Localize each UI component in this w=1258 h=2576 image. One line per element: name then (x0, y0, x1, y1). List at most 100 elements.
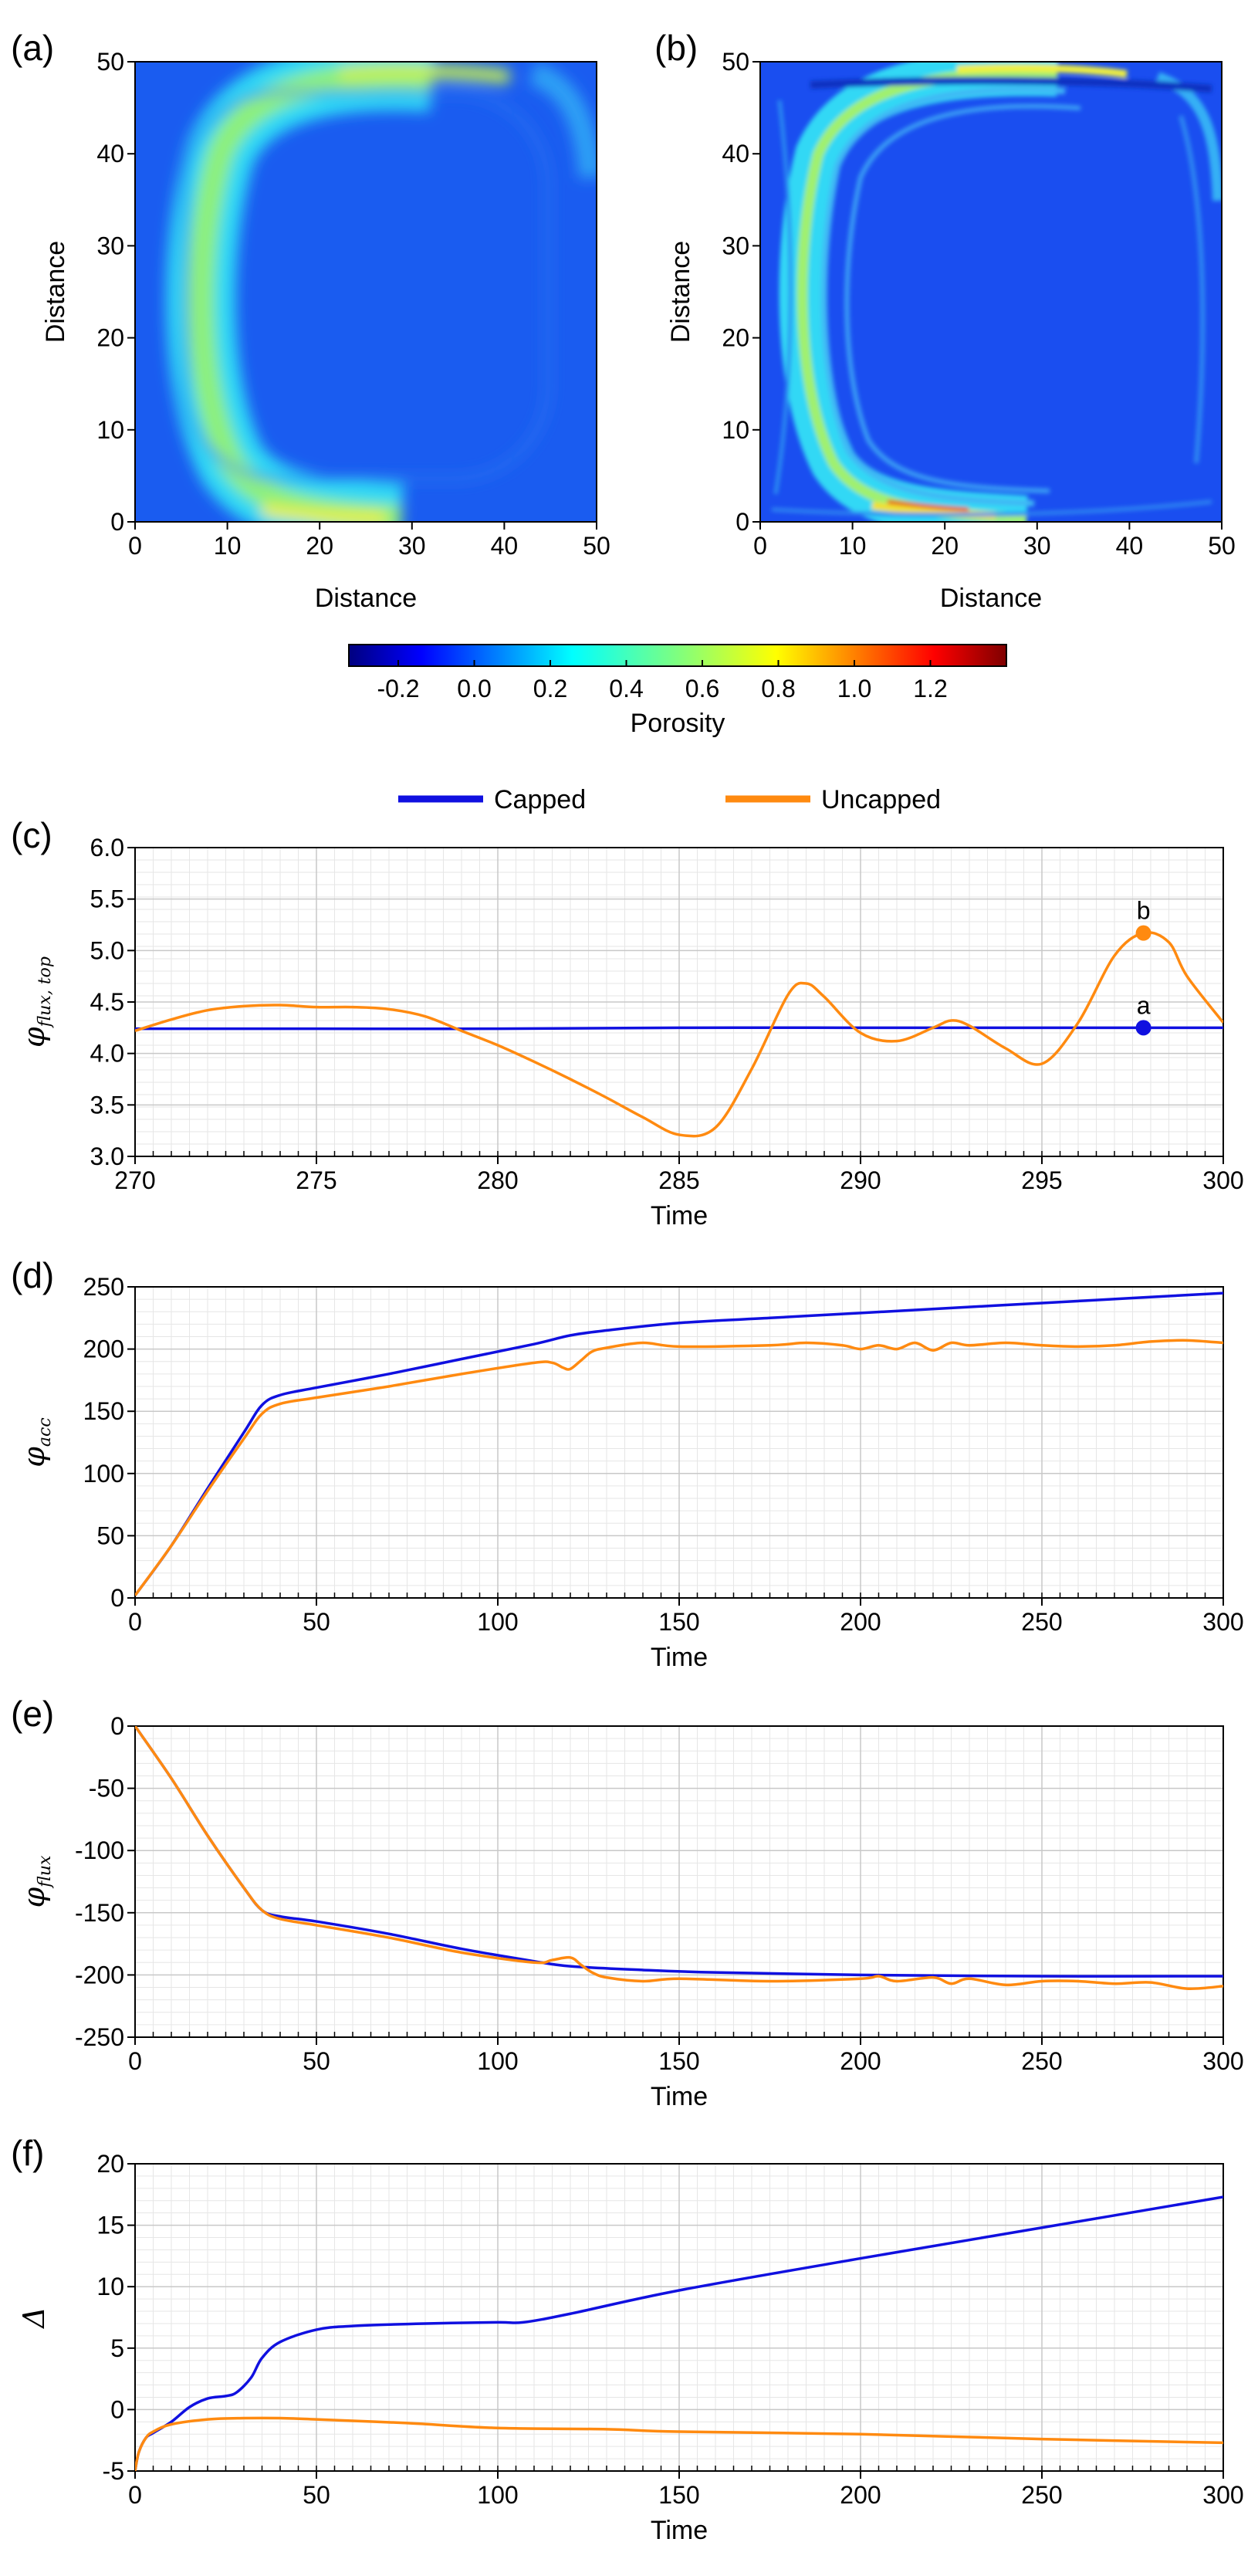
series-group-d (135, 1291, 1223, 1596)
colorbar: -0.2 0.0 0.2 0.4 0.6 0.8 1.0 1.2 Porosity (348, 644, 1007, 738)
x-tick-label: 200 (840, 1608, 881, 1636)
y-tick-label: 20 (96, 324, 124, 352)
x-tick-label: 250 (1021, 2047, 1062, 2075)
y-tick-label: 30 (722, 232, 749, 259)
colorbar-gradient (348, 644, 1007, 667)
y-axis-subscript: flux (36, 1855, 55, 1889)
y-tick-label: 5 (110, 2334, 124, 2362)
panel-label-e: (e) (11, 1694, 54, 1734)
y-tick-label: 30 (96, 232, 124, 259)
y-tick-label: 20 (96, 2150, 124, 2178)
heatmap-axes-a: 0 10 20 30 40 50 0 10 20 30 40 50 Distance Distance (41, 48, 610, 613)
y-tick-label: 100 (83, 1460, 124, 1488)
marker-b (1135, 925, 1151, 941)
y-tick-label: 5.0 (90, 936, 124, 964)
x-tick-label: 250 (1021, 1608, 1062, 1636)
y-tick-label: 4.0 (90, 1040, 124, 1068)
y-axis-subscript: flux, top (36, 956, 55, 1028)
y-tick-label: -5 (103, 2457, 124, 2485)
y-axis-label: φacc (17, 1417, 55, 1467)
colorbar-tick-label: 0.2 (533, 675, 567, 702)
x-tick-label: 0 (753, 532, 767, 560)
series-line-uncapped (135, 2416, 1223, 2471)
x-tick-label: 50 (303, 2047, 330, 2075)
heatmap-a (135, 62, 597, 522)
line-charts: 270 275 280 285 290 295 300 3.0 3.5 4.0 4.5 5.0 5.5 6… (17, 834, 1244, 2545)
x-axis-label: Distance (315, 584, 417, 613)
series-group-f (135, 2195, 1223, 2471)
x-tick-label: 30 (1023, 532, 1051, 560)
colorbar-tick-label: -0.2 (377, 675, 419, 702)
x-axis-label: Distance (940, 584, 1042, 613)
x-axis-label: Time (651, 1201, 708, 1230)
series-line-capped (135, 1026, 1223, 1031)
y-tick-label: 0 (736, 508, 749, 536)
x-tick-label: 300 (1202, 1608, 1243, 1636)
colorbar-tick-label: 1.2 (913, 675, 947, 702)
y-tick-label: 200 (83, 1335, 124, 1363)
series-line-capped (135, 1291, 1223, 1596)
panel-label-b: (b) (654, 28, 698, 68)
x-tick-label: 0 (128, 2481, 142, 2509)
colorbar-tick-label: 0.4 (609, 675, 643, 702)
y-tick-label: 0 (110, 2395, 124, 2423)
colorbar-tick-label: 0.8 (761, 675, 795, 702)
x-tick-label: 50 (1208, 532, 1236, 560)
x-tick-label: 300 (1202, 1166, 1243, 1194)
y-tick-label: 40 (96, 140, 124, 168)
y-tick-label: -200 (75, 1961, 124, 1989)
x-tick-label: 150 (658, 2047, 699, 2075)
marker-label-a: a (1137, 991, 1151, 1019)
y-tick-label: 5.5 (90, 885, 124, 913)
x-tick-label: 100 (477, 2481, 518, 2509)
legend: Capped Uncapped (398, 785, 941, 814)
x-tick-label: 0 (128, 532, 142, 560)
heatmap-b (760, 62, 1222, 522)
y-axis-symbol: φ (17, 1447, 51, 1467)
series-line-uncapped (135, 1339, 1223, 1596)
colorbar-tick-label: 0.6 (685, 675, 719, 702)
y-tick-label: 10 (96, 2273, 124, 2300)
x-tick-label: 50 (303, 2481, 330, 2509)
x-tick-label: 30 (398, 532, 426, 560)
x-axis-label: Time (651, 2516, 708, 2545)
series-group-e (135, 1726, 1223, 1990)
x-tick-label: 290 (840, 1166, 881, 1194)
y-tick-label: -100 (75, 1836, 124, 1864)
x-tick-label: 10 (839, 532, 867, 560)
x-tick-label: 100 (477, 1608, 518, 1636)
y-tick-label: 50 (96, 48, 124, 76)
y-tick-label: 0 (110, 508, 124, 536)
y-tick-label: 10 (722, 416, 749, 444)
x-axis-label: Time (651, 2082, 708, 2111)
series-group-c (135, 931, 1223, 1138)
y-tick-label: 40 (722, 140, 749, 168)
colorbar-label: Porosity (631, 709, 725, 738)
y-tick-label: -150 (75, 1899, 124, 1927)
y-axis-symbol: Δ (17, 2307, 51, 2329)
y-tick-label: 20 (722, 324, 749, 352)
y-axis-label: Distance (41, 241, 70, 343)
x-tick-label: 200 (840, 2481, 881, 2509)
x-tick-label: 300 (1202, 2481, 1243, 2509)
x-tick-label: 50 (583, 532, 610, 560)
grid-d (134, 1286, 1224, 1599)
y-tick-label: 3.5 (90, 1091, 124, 1119)
y-tick-label: 50 (722, 48, 749, 76)
series-line-uncapped (135, 1726, 1223, 1990)
x-axis-label: Time (651, 1643, 708, 1672)
colorbar-ticks: -0.2 0.0 0.2 0.4 0.6 0.8 1.0 1.2 (377, 660, 948, 702)
y-tick-label: 4.5 (90, 988, 124, 1016)
x-tick-label: 50 (303, 1608, 330, 1636)
y-tick-label: -50 (89, 1775, 124, 1803)
chart-d: 0 50 100 150 200 250 300 0 50 100 150 200 250 Time φac… (17, 1273, 1244, 1672)
heatmap-axes-b: 0 10 20 30 40 50 0 10 20 30 40 50 Distance Distance (666, 48, 1236, 613)
x-tick-label: 275 (296, 1166, 336, 1194)
legend-label-uncapped: Uncapped (821, 785, 941, 814)
y-axis-label: Δ (17, 2307, 51, 2329)
y-axis-label: φflux (17, 1855, 55, 1907)
y-tick-label: 50 (96, 1522, 124, 1549)
panel-label-a: (a) (11, 28, 54, 68)
